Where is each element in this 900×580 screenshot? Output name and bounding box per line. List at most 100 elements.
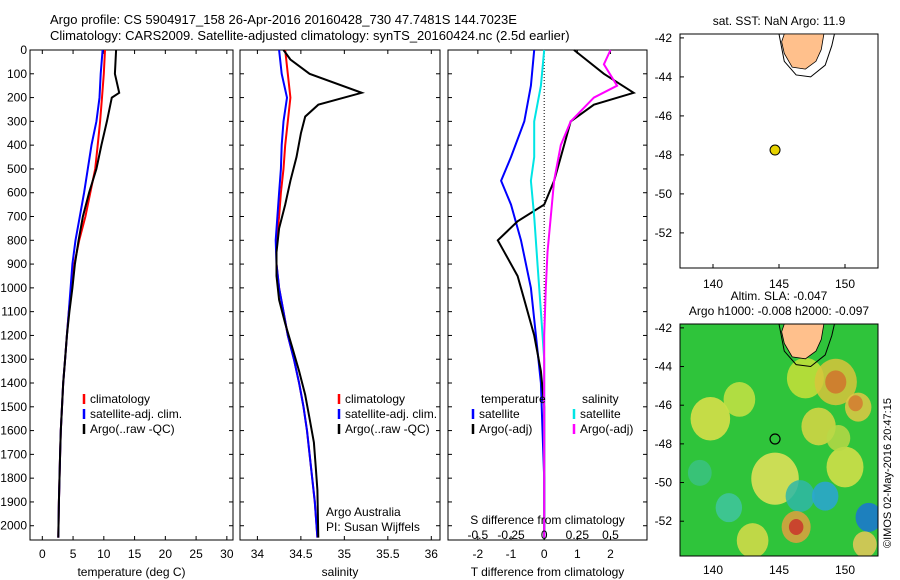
sla-anomaly-blob (785, 480, 815, 513)
sla-map-title: Altim. SLA: -0.047 (731, 289, 828, 303)
map-frame-sla (679, 323, 879, 557)
header-line-2: Climatology: CARS2009. Satellite-adjuste… (50, 28, 570, 43)
x-tick-label: 140 (703, 277, 723, 291)
x-tick-label: 150 (835, 563, 855, 577)
sla-anomaly-blob (690, 396, 731, 441)
sla-anomaly-blob (723, 382, 756, 417)
y-tick-label: -46 (655, 109, 673, 123)
y-tick-label: 1300 (0, 352, 27, 366)
y-tick-label: -42 (655, 321, 673, 335)
secondary-tick-label: 0 (541, 528, 548, 542)
series-line-salinity-argo-adj- (543, 49, 619, 538)
legend-label: Argo(..raw -QC) (90, 422, 175, 436)
credit-pi: PI: Susan Wijffels (326, 520, 420, 534)
sla-anomaly-blob (825, 370, 847, 394)
legend-label: Argo(-adj) (479, 422, 532, 436)
series-line-salinity-satellite (529, 49, 546, 538)
secondary-tick-label: -0.25 (497, 528, 525, 542)
imos-stamp: ©IMOS 02-May-2016 20:47:15 (882, 398, 894, 548)
x-tick-label: 20 (159, 547, 173, 561)
tasmania-sst-contour (778, 33, 835, 78)
sla-anomaly-blob (788, 519, 804, 535)
x-tick-label: 0 (39, 547, 46, 561)
secondary-tick-label: 0.5 (602, 528, 619, 542)
argo-position-marker (769, 144, 781, 156)
x-axis-label: T difference from climatology (471, 565, 625, 579)
y-tick-label: 2000 (0, 519, 27, 533)
x-tick-label: 0 (541, 547, 548, 561)
y-tick-label: 1200 (0, 328, 27, 342)
y-tick-label: 1000 (0, 281, 27, 295)
y-tick-label: -50 (655, 476, 673, 490)
series-line-argo-raw-qc- (57, 49, 121, 538)
legend-label: satellite (479, 407, 520, 421)
series-line-climatology (57, 49, 106, 538)
sla-anomaly-blob (715, 493, 743, 523)
sla-anomaly-blob (736, 523, 769, 556)
y-tick-label: 800 (7, 233, 27, 247)
sla-anomaly-blob (848, 395, 863, 412)
x-axis-label: salinity (322, 565, 359, 579)
x-tick-label: 1 (574, 547, 581, 561)
x-tick-label: 36 (425, 547, 439, 561)
argo-position-marker (769, 433, 781, 445)
y-tick-label: -42 (655, 31, 673, 45)
sla-anomaly-blob (687, 459, 712, 486)
sla-anomaly-blob (852, 531, 877, 556)
series-line-argo-raw-qc- (275, 49, 365, 538)
legend-label: Argo(-adj) (580, 422, 633, 436)
y-tick-label: -50 (655, 187, 673, 201)
y-tick-label: 100 (7, 67, 27, 81)
sla-anomaly-blob (855, 502, 878, 532)
x-tick-label: -2 (473, 547, 484, 561)
legend-label: climatology (90, 392, 150, 406)
x-tick-label: 34 (251, 547, 265, 561)
y-tick-label: 200 (7, 91, 27, 105)
x-tick-label: 140 (703, 563, 723, 577)
sst-map-title: sat. SST: NaN Argo: 11.9 (713, 14, 846, 28)
header-line-1: Argo profile: CS 5904917_158 26-Apr-2016… (50, 12, 517, 27)
secondary-tick-label: 0.25 (566, 528, 590, 542)
y-tick-label: 1500 (0, 400, 27, 414)
y-tick-label: 500 (7, 162, 27, 176)
y-tick-label: 1600 (0, 424, 27, 438)
plot-frame-salinity (239, 49, 441, 541)
y-tick-label: 1100 (1, 305, 27, 319)
y-tick-label: 400 (7, 138, 27, 152)
y-tick-label: 1800 (0, 471, 27, 485)
x-tick-label: 145 (769, 563, 789, 577)
legend-label: climatology (345, 392, 405, 406)
x-axis-label: temperature (deg C) (77, 565, 185, 579)
tasmania-sst-land (781, 33, 825, 70)
x-tick-label: 5 (70, 547, 77, 561)
legend-label: Argo(..raw -QC) (345, 422, 430, 436)
x-tick-label: 30 (220, 547, 234, 561)
legend-label: satellite-adj. clim. (345, 407, 437, 421)
plot-frame-temperature (29, 49, 234, 541)
tasmania-sla-contour (778, 323, 835, 368)
sla-anomaly-blob (826, 446, 864, 488)
legend-group-title: temperature (481, 392, 546, 406)
sla-anomaly-blob (786, 357, 824, 399)
sla-map-subtitle: Argo h1000: -0.008 h2000: -0.097 (689, 304, 869, 318)
y-tick-label: 1700 (0, 447, 27, 461)
sla-field (680, 324, 878, 556)
x-tick-label: 10 (97, 547, 111, 561)
series-line-satellite-adj-clim- (57, 49, 104, 538)
y-tick-label: 300 (7, 114, 27, 128)
tasmania-sla-land (781, 323, 825, 360)
y-tick-label: 0 (20, 43, 27, 57)
legend-label: satellite-adj. clim. (90, 407, 182, 421)
x-tick-label: 15 (128, 547, 142, 561)
y-tick-label: -44 (655, 360, 673, 374)
x-tick-label: 145 (769, 277, 789, 291)
x-tick-label: 34.5 (289, 547, 313, 561)
legend-group-title: salinity (582, 392, 619, 406)
sla-anomaly-blob (812, 481, 839, 511)
y-tick-label: -52 (655, 514, 673, 528)
y-tick-label: 600 (7, 186, 27, 200)
y-tick-label: -52 (655, 226, 673, 240)
y-tick-label: 1400 (0, 376, 27, 390)
y-tick-label: -48 (655, 148, 673, 162)
